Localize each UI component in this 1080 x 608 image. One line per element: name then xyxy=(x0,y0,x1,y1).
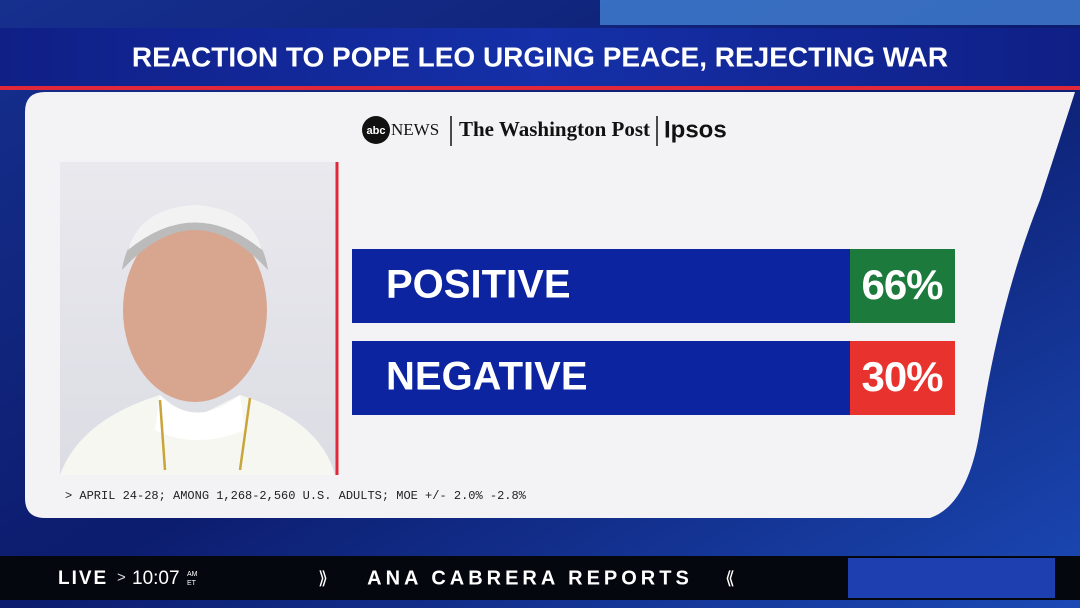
time: 10:07 xyxy=(132,568,180,589)
label-bar xyxy=(352,341,850,415)
chain xyxy=(158,397,252,471)
glow xyxy=(600,0,1080,25)
post-text: The Washington Post xyxy=(459,117,650,141)
face xyxy=(123,218,267,402)
show-name: ANA CABRERA REPORTS xyxy=(367,567,693,589)
row-label: NEGATIVE xyxy=(386,355,588,399)
time-arrow: > xyxy=(117,569,126,586)
title-rule xyxy=(0,86,1080,90)
row-value: 66% xyxy=(861,261,943,308)
collar xyxy=(155,395,245,440)
row-value: 30% xyxy=(861,353,943,400)
photo xyxy=(60,162,339,475)
zucchetto xyxy=(128,205,262,250)
title: REACTION TO POPE LEO URGING PEACE, REJEC… xyxy=(132,41,948,72)
value-box xyxy=(850,341,955,415)
label-bar xyxy=(352,249,850,323)
news-text: NEWS xyxy=(391,120,439,139)
tz: ET xyxy=(187,580,197,587)
title-bar xyxy=(0,28,1080,86)
value-box xyxy=(850,249,955,323)
row-label: POSITIVE xyxy=(386,263,571,307)
live: LIVE xyxy=(58,568,108,589)
abc-logo xyxy=(362,116,390,144)
ticker-box xyxy=(848,558,1055,598)
ampm: AM xyxy=(187,571,198,578)
chevron: ⟫ xyxy=(318,568,328,588)
sources: abc NEWS The Washington Post Ipsos xyxy=(362,116,727,146)
chevron: ⟪ xyxy=(725,568,735,588)
abc-text: abc xyxy=(367,125,386,137)
ipsos-text: Ipsos xyxy=(664,116,727,143)
footnote: > APRIL 24-28; AMONG 1,268-2,560 U.S. AD… xyxy=(65,489,527,503)
